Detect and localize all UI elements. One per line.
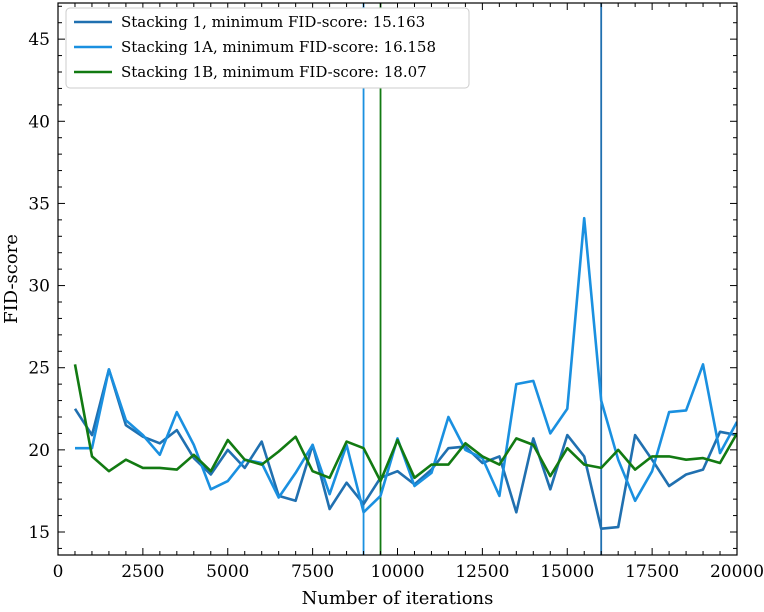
series-lines — [73, 216, 737, 531]
legend-entry: Stacking 1B, minimum FID-score: 18.07 — [121, 63, 427, 81]
x-tick-label: 15000 — [540, 562, 594, 582]
x-tick-label: 17500 — [625, 562, 679, 582]
y-tick-label: 45 — [28, 30, 50, 50]
legend-entry: Stacking 1A, minimum FID-score: 16.158 — [121, 38, 436, 56]
x-tick-label: 2500 — [121, 562, 164, 582]
y-tick-label: 15 — [28, 523, 50, 543]
legend: Stacking 1, minimum FID-score: 15.163 Sta… — [65, 7, 470, 89]
x-tick-label: 12500 — [455, 562, 509, 582]
y-tick-label: 30 — [28, 277, 50, 297]
x-tick-label: 10000 — [370, 562, 424, 582]
legend-entry: Stacking 1, minimum FID-score: 15.163 — [121, 13, 425, 31]
y-tick-label: 35 — [28, 194, 50, 214]
y-axis-label: FID-score — [1, 234, 22, 324]
x-tick-label: 5000 — [206, 562, 249, 582]
axis-ticks: 0 2500 5000 7500 10000 12500 15000 17500 20000 15… — [28, 3, 764, 582]
x-tick-label: 7500 — [291, 562, 334, 582]
x-tick-label: 0 — [53, 562, 64, 582]
x-axis-label: Number of iterations — [302, 588, 494, 609]
y-tick-label: 25 — [28, 359, 50, 379]
series-line-3 — [73, 364, 737, 483]
legend-box — [65, 7, 470, 89]
x-tick-label: 20000 — [710, 562, 764, 582]
y-tick-label: 40 — [28, 112, 50, 132]
y-tick-label: 20 — [28, 441, 50, 461]
series-line-2 — [75, 216, 737, 514]
minimum-markers — [362, 3, 603, 555]
series-line-1 — [73, 368, 737, 531]
